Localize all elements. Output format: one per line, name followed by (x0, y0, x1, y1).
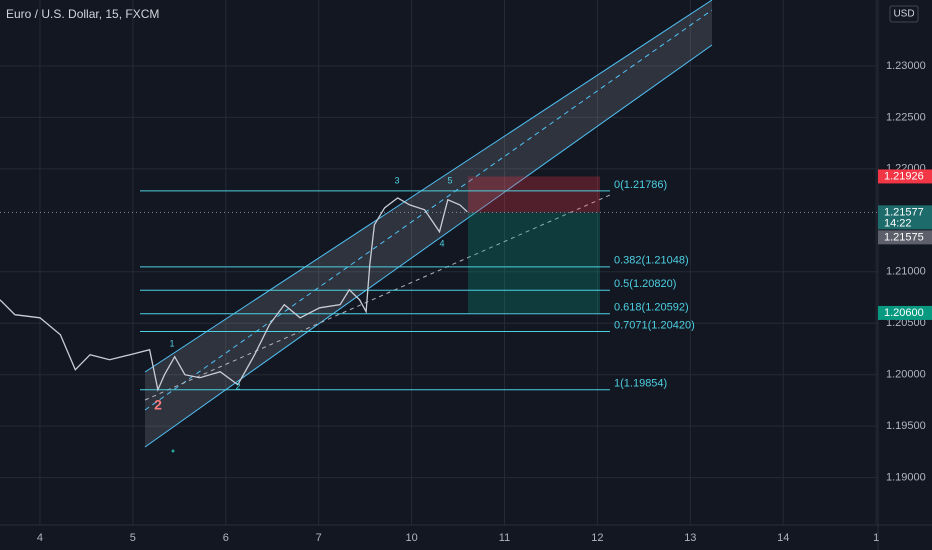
x-tick-label: 12 (591, 532, 603, 544)
channel-median (144, 9, 713, 411)
wave-label: 2 (235, 381, 240, 391)
y-tick-label: 1.19500 (886, 420, 926, 432)
x-tick-label: 7 (316, 532, 322, 544)
price-badge-label: 1.20600 (884, 307, 924, 319)
fib-label: 0(1.21786) (614, 179, 667, 191)
channel-fill (145, 0, 712, 447)
wave-label: 4 (439, 238, 444, 248)
price-badge (878, 230, 932, 245)
wave-label: 1 (169, 338, 174, 348)
dot (171, 449, 175, 453)
stop-zone (468, 176, 600, 213)
channel-lower (144, 44, 713, 448)
x-tick-label: 5 (130, 532, 136, 544)
wave-label: 5 (447, 175, 452, 185)
wave-label-major: 2 (154, 397, 162, 413)
x-tick-label: 14 (777, 532, 789, 544)
y-tick-label: 1.21000 (886, 266, 926, 278)
fib-label: 0.382(1.21048) (614, 255, 689, 267)
y-tick-label: 1.20000 (886, 369, 926, 381)
price-badge-label: 1.21577 (884, 206, 924, 218)
currency-box[interactable] (889, 5, 919, 23)
y-tick-label: 1.19000 (886, 472, 926, 484)
y-tick-label: 1.20500 (886, 317, 926, 329)
chart-title: Euro / U.S. Dollar, 15, FXCM (6, 7, 159, 21)
x-tick-label: 10 (405, 532, 417, 544)
fib-retracement: 0(1.21786) 0.382(1.21048) 0.5(1.20820) 0.61… (140, 179, 695, 391)
y-tick-label: 1.22500 (886, 111, 926, 123)
x-tick-label: 11 (499, 532, 510, 544)
price-line (0, 197, 468, 392)
fib-label: 0.7071(1.20420) (614, 319, 695, 331)
wave-label: 3 (394, 175, 399, 185)
price-badge (878, 305, 932, 320)
fib-label: 1(1.19854) (614, 378, 667, 390)
position (0, 176, 878, 313)
fib-label: 0.618(1.20592) (614, 302, 689, 314)
price-series (0, 197, 468, 392)
price-badge (878, 169, 932, 184)
x-tick-label: 13 (684, 532, 696, 544)
fib-label: 0.5(1.20820) (614, 278, 676, 290)
price-badge-label: 1.21575 (884, 231, 924, 243)
target-zone (468, 212, 600, 313)
price-badge-label: 1.21926 (884, 170, 924, 182)
x-tick-label: 1 (873, 532, 879, 544)
grid (0, 0, 878, 525)
price-badge (878, 205, 932, 230)
price-badge-time: 14:22 (884, 217, 912, 229)
y-tick-label: 1.23000 (886, 60, 926, 72)
x-tick-label: 4 (37, 532, 43, 544)
x-tick-label: 6 (223, 532, 229, 544)
channel-upper (144, 0, 713, 373)
currency[interactable]: USD (893, 9, 914, 20)
